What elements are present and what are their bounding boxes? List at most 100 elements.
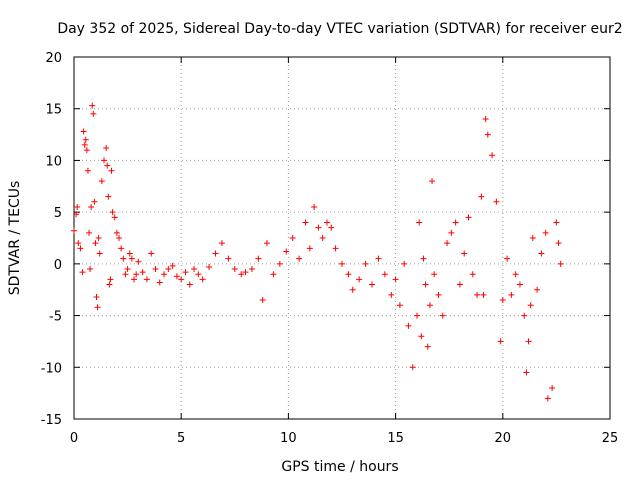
data-point — [482, 116, 489, 123]
data-point — [323, 219, 330, 226]
data-point — [349, 286, 356, 293]
data-point — [544, 395, 551, 402]
data-point — [557, 260, 564, 267]
data-point — [131, 276, 138, 283]
data-point — [497, 338, 504, 345]
chart-title: Day 352 of 2025, Sidereal Day-to-day VTE… — [57, 21, 622, 37]
data-point — [108, 167, 115, 174]
data-point — [81, 141, 88, 148]
data-point — [332, 245, 339, 252]
data-point — [101, 157, 108, 164]
data-point — [375, 255, 382, 262]
y-tick-label: 20 — [45, 51, 62, 66]
data-point — [120, 255, 127, 262]
data-point — [242, 269, 249, 276]
data-point — [469, 271, 476, 278]
data-point — [315, 224, 322, 231]
data-point — [448, 229, 455, 236]
data-point — [165, 266, 172, 273]
data-point — [484, 131, 491, 138]
data-point — [248, 266, 255, 273]
data-point — [98, 178, 105, 185]
data-point — [148, 250, 155, 257]
data-point — [169, 262, 176, 269]
y-tick-label: -10 — [41, 361, 62, 376]
data-point — [82, 136, 89, 143]
data-point — [529, 235, 536, 241]
y-tick-label: 0 — [54, 258, 62, 273]
data-point — [84, 167, 91, 174]
data-point — [116, 235, 123, 241]
data-point — [369, 281, 376, 288]
data-point — [296, 255, 303, 262]
data-point — [418, 333, 425, 340]
data-point — [276, 260, 283, 267]
data-point — [362, 260, 369, 267]
data-point — [328, 224, 335, 231]
grid — [74, 57, 610, 419]
data-point — [259, 297, 266, 304]
data-point — [270, 271, 277, 278]
data-point — [126, 250, 133, 257]
y-tick-label: 5 — [54, 206, 62, 221]
data-point — [527, 302, 534, 309]
data-point — [339, 260, 345, 267]
data-point — [553, 219, 560, 226]
data-point — [113, 229, 120, 236]
axis-ticks: 0 5 10 15 20 25 -15 -10 -5 0 5 10 15 20 — [41, 51, 619, 446]
data-point — [521, 312, 528, 319]
data-point — [105, 193, 112, 200]
data-point — [289, 235, 296, 241]
x-tick-label: 20 — [495, 431, 512, 446]
data-point — [87, 266, 94, 273]
x-tick-label: 5 — [177, 431, 185, 446]
data-point — [263, 240, 270, 247]
data-point — [95, 235, 102, 241]
data-point — [255, 255, 262, 262]
data-point — [493, 198, 500, 205]
x-axis-label: GPS time / hours — [281, 459, 398, 475]
data-point — [191, 266, 198, 273]
data-point — [512, 271, 519, 278]
data-point — [94, 304, 101, 311]
x-tick-label: 10 — [280, 431, 297, 446]
y-tick-label: 15 — [45, 103, 62, 118]
data-point — [156, 279, 163, 286]
data-point — [118, 245, 125, 252]
data-point — [199, 276, 206, 283]
data-point — [133, 271, 140, 278]
data-point — [319, 235, 326, 241]
data-point — [424, 343, 431, 350]
data-point — [75, 240, 82, 247]
data-points — [71, 102, 564, 402]
data-point — [452, 219, 459, 226]
data-point — [109, 209, 116, 216]
data-point — [178, 276, 185, 283]
data-point — [91, 198, 98, 205]
plot-frame — [73, 56, 611, 420]
data-point — [186, 281, 193, 288]
data-point — [103, 145, 110, 152]
data-point — [83, 147, 90, 154]
data-point — [461, 250, 468, 257]
data-point — [516, 281, 523, 288]
data-point — [549, 384, 556, 391]
data-point — [106, 281, 113, 288]
data-point — [218, 240, 225, 247]
data-point — [152, 266, 159, 273]
data-point — [206, 263, 213, 270]
data-point — [426, 302, 433, 309]
data-point — [345, 271, 352, 278]
x-tick-label: 0 — [70, 431, 78, 446]
data-point — [465, 214, 472, 221]
data-point — [416, 219, 423, 226]
data-point — [405, 322, 412, 329]
data-point — [96, 250, 103, 257]
data-point — [456, 281, 463, 288]
data-point — [538, 250, 545, 257]
data-point — [429, 178, 436, 185]
data-point — [283, 248, 290, 255]
y-tick-label: -5 — [49, 310, 62, 325]
x-tick-label: 15 — [387, 431, 404, 446]
